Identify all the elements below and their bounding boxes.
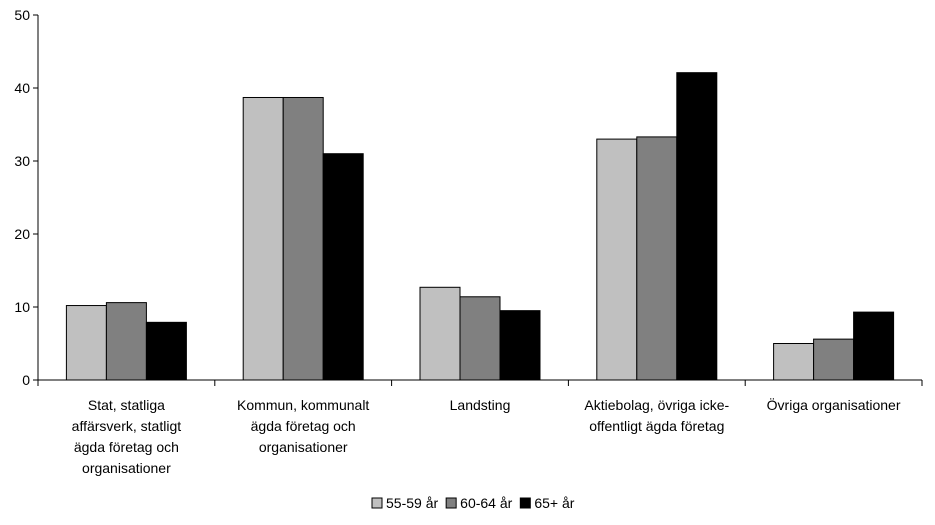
bar-3-1: [145, 321, 187, 381]
bar-1-2: [242, 96, 284, 381]
bar-3-2: [322, 153, 364, 381]
axes-group: 0 10 20 30 40 50: [14, 7, 923, 388]
x-tick-label-3: Landsting: [450, 397, 511, 413]
bar-3-3: [499, 310, 541, 381]
legend-label-3: 65+ år: [534, 495, 574, 511]
y-tick-label-40: 40: [14, 80, 30, 96]
x-tick-label-5: Övriga organisationer: [767, 396, 901, 413]
legend-swatch-3: [519, 497, 531, 509]
x-tick-label-4: Aktiebolag, övriga icke-offentligt ägda …: [584, 397, 729, 434]
bar-2-1: [105, 302, 147, 381]
y-tick-label-20: 20: [14, 226, 30, 242]
x-tick-labels: Stat, statliga affärsverk, statligt ägda f…: [72, 396, 901, 476]
bar-3-4: [676, 72, 718, 381]
legend-swatch-2: [445, 497, 457, 509]
bar-1-3: [419, 286, 461, 381]
legend: 55-59 år 60-64 år 65+ år: [371, 495, 575, 511]
bar-1-4: [596, 138, 638, 381]
y-tick-label-0: 0: [22, 372, 30, 388]
bar-1-5: [773, 343, 815, 381]
legend-label-1: 55-59 år: [386, 495, 438, 511]
y-tick-label-50: 50: [14, 7, 30, 23]
legend-swatch-1: [371, 497, 383, 509]
bar-2-4: [636, 136, 678, 381]
bar-2-3: [459, 296, 501, 381]
bar-1-1: [65, 305, 107, 381]
x-tick-label-1: Stat, statliga affärsverk, statligt ägda f…: [72, 397, 182, 476]
bar-2-5: [813, 338, 855, 381]
x-tick-label-2: Kommun, kommunalt ägda företag och organis…: [237, 397, 369, 455]
bars-group: [65, 72, 895, 381]
y-tick-label-10: 10: [14, 299, 30, 315]
y-tick-label-30: 30: [14, 153, 30, 169]
bar-2-2: [282, 96, 324, 381]
bar-3-5: [853, 311, 895, 381]
legend-label-2: 60-64 år: [460, 495, 512, 511]
